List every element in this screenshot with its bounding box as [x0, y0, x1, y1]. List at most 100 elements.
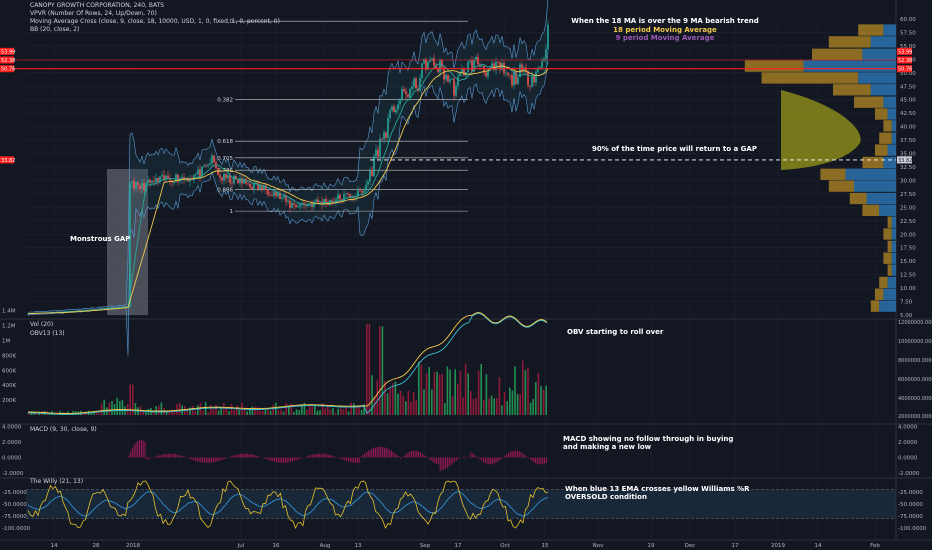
- volume-bar: [119, 401, 121, 415]
- volume-bar: [535, 382, 537, 415]
- legend-symbol[interactable]: CANOPY GROWTH CORPORATION, 240, BATS: [30, 2, 165, 9]
- candle-body: [287, 200, 289, 202]
- candle-body: [221, 177, 223, 181]
- candle-body: [317, 199, 319, 203]
- candle-body: [281, 197, 283, 199]
- legend-willy[interactable]: The Willy (21, 13): [30, 478, 84, 485]
- candle-body: [149, 179, 151, 183]
- volume-bar: [446, 366, 449, 415]
- annotation-ma9: 9 period Moving Average: [615, 34, 715, 42]
- candle-body: [201, 166, 203, 177]
- volume-bar: [223, 402, 225, 415]
- volume-bar: [436, 371, 438, 415]
- legend-mac[interactable]: Moving Average Cross (close, 9, close, 1…: [30, 18, 280, 25]
- volume-bar: [514, 366, 516, 415]
- candle-body: [319, 201, 321, 203]
- legend-vpvr[interactable]: VPVR (Number Of Rows, 24, Up/Down, 70): [30, 10, 157, 17]
- horizontal-lines[interactable]: [0, 59, 896, 161]
- volume-bar: [350, 402, 352, 415]
- volume-bar: [168, 411, 170, 415]
- candle-body: [527, 71, 529, 86]
- legend-vol[interactable]: Vol (20): [30, 321, 54, 328]
- volume-bar: [480, 364, 482, 415]
- candle-body: [485, 72, 487, 77]
- macd-axis-left-label: 2.0000: [2, 440, 22, 446]
- macd-axis-right-label: 4.0000: [898, 425, 918, 431]
- candle-body: [383, 132, 385, 140]
- willy-ema-line: [27, 491, 549, 517]
- volume-bar: [493, 398, 495, 415]
- vpvr-bar-up: [854, 180, 896, 192]
- candle-body: [217, 168, 219, 175]
- willy-axis-right-label: -25.0000: [898, 490, 923, 496]
- candle-body: [205, 165, 207, 167]
- candle-body: [403, 88, 405, 92]
- candle-body: [259, 185, 261, 190]
- volume-axis-label: 1.4M: [2, 309, 16, 315]
- price-axis-label: 47.50: [900, 84, 916, 90]
- candle-body: [165, 175, 167, 181]
- volume-bar: [363, 404, 365, 415]
- candle-body: [269, 194, 271, 196]
- volume-bar: [295, 409, 298, 415]
- volume-bar: [444, 403, 446, 415]
- volume-bar: [501, 405, 503, 415]
- vpvr-bar-up: [891, 264, 896, 276]
- candle-body: [107, 307, 109, 309]
- volume-bar: [238, 410, 241, 415]
- volume-bar: [402, 395, 404, 415]
- ma-9-line: [27, 61, 549, 315]
- time-axis-label: 14: [51, 543, 58, 549]
- volume-bar: [316, 410, 319, 415]
- candle-body: [155, 178, 157, 182]
- candle-body: [251, 187, 253, 189]
- volume-bar: [262, 410, 264, 415]
- volume-bar: [522, 360, 524, 415]
- gap-zone: [107, 169, 148, 315]
- volume-bar: [410, 401, 412, 415]
- obv-axis-label: 10000000.0000: [898, 339, 932, 345]
- vpvr-bar-up: [891, 240, 896, 253]
- candle-body: [267, 190, 269, 195]
- volume-bar: [272, 404, 274, 415]
- candle-body: [449, 79, 451, 82]
- volume-bar: [93, 411, 95, 415]
- vpvr-bar-down: [812, 48, 863, 60]
- bb-upper: [27, 0, 549, 313]
- candle-body: [129, 182, 131, 308]
- price-tag-left: [0, 65, 14, 73]
- volume-bar: [225, 406, 228, 415]
- vpvr-bar-up: [891, 132, 896, 144]
- annotation-ma-title: When the 18 MA is over the 9 MA bearish …: [571, 17, 759, 25]
- candle-body: [509, 74, 511, 76]
- time-axis-label: 14: [815, 543, 822, 549]
- candle-body: [433, 58, 435, 66]
- candle-body: [463, 69, 465, 76]
- candle-body: [237, 178, 239, 184]
- volume-bar: [293, 411, 295, 415]
- candle-body: [135, 182, 137, 190]
- fib-level-label: 0: [230, 19, 234, 25]
- volume-bar: [282, 411, 285, 415]
- legend-obv[interactable]: OBV13 (13): [30, 330, 65, 337]
- price-tag-right-text: 53.99: [898, 49, 912, 55]
- vpvr-bar-up: [845, 168, 896, 180]
- volume-bar: [202, 410, 204, 415]
- candle-body: [367, 181, 369, 185]
- willy-axis-left-label: -50.0000: [2, 502, 27, 508]
- pointer-triangle: [781, 90, 861, 170]
- candle-body: [133, 181, 135, 190]
- legend-macd[interactable]: MACD (9, 30, close, 9): [30, 426, 97, 433]
- volume-bar: [277, 410, 280, 415]
- candle-body: [233, 175, 235, 184]
- candle-body: [469, 60, 471, 62]
- candle-body: [77, 310, 79, 312]
- vpvr-bar-up: [879, 204, 896, 217]
- candle-body: [409, 89, 411, 98]
- legend-bb[interactable]: BB (20, close, 2): [30, 26, 80, 33]
- axes: 60.0057.5055.0052.5050.0047.5045.0042.50…: [0, 17, 932, 549]
- candle-body: [513, 71, 515, 86]
- volume-bar: [176, 404, 178, 415]
- moving-averages: [27, 61, 549, 315]
